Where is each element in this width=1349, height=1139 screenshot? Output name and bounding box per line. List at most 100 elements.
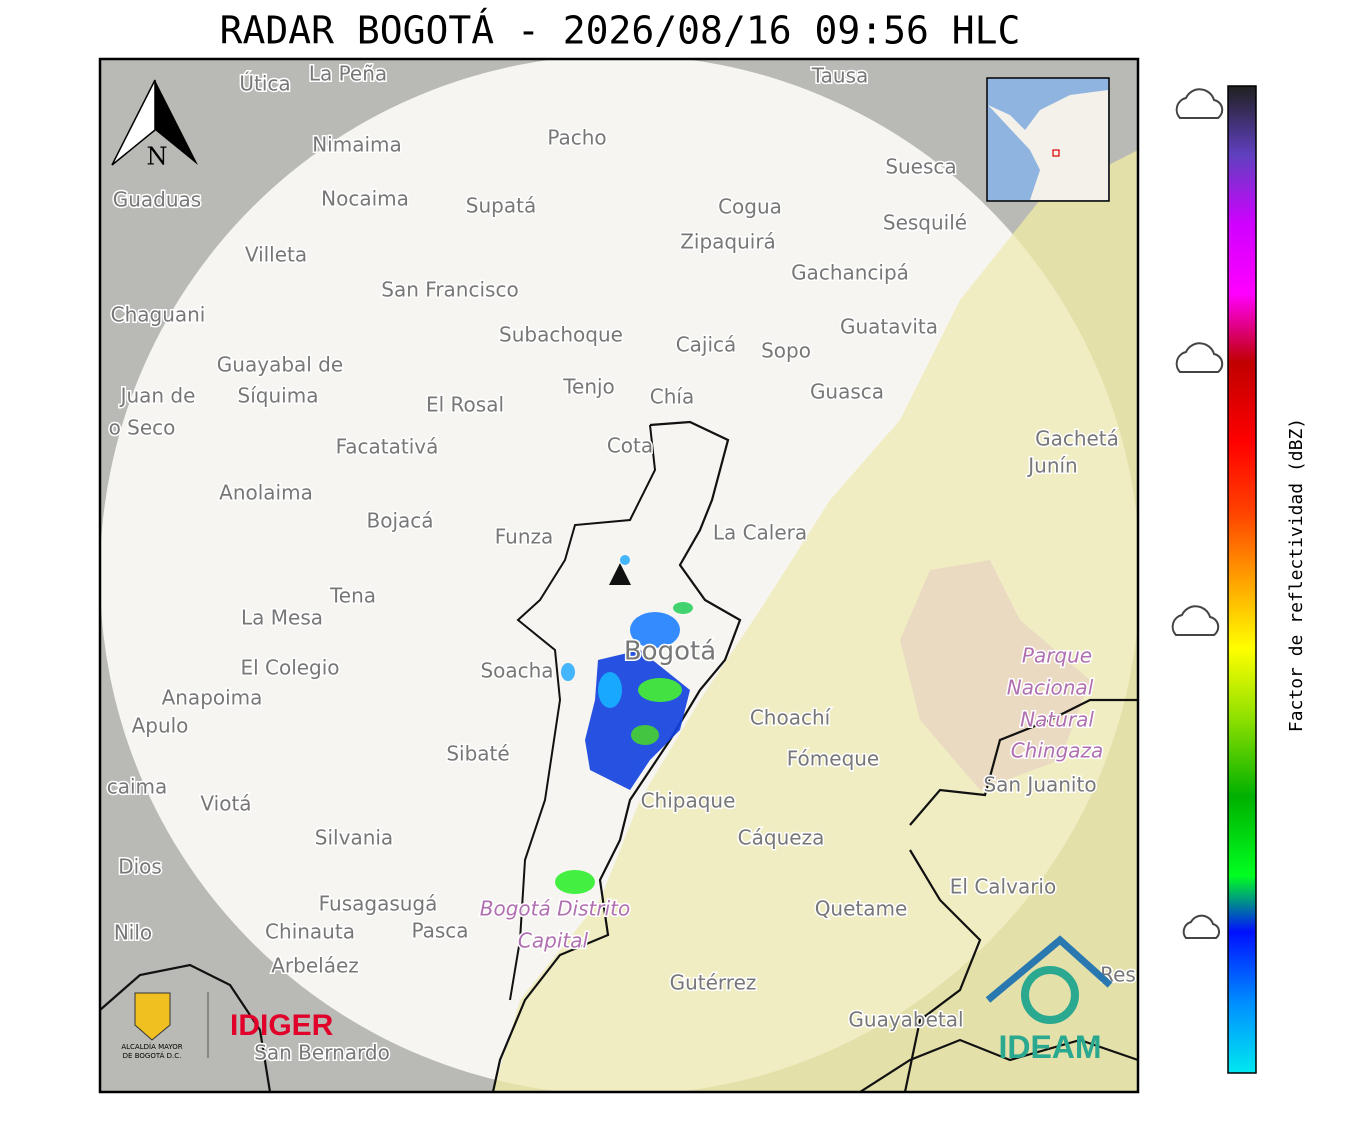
- place: Anolaima: [219, 481, 313, 505]
- park-label: Chingaza: [1011, 739, 1104, 763]
- place: Chinauta: [265, 920, 355, 944]
- place: Guatavita: [840, 315, 938, 339]
- department-boundary-sw: [100, 963, 272, 1092]
- place: El Colegio: [240, 656, 339, 680]
- colorbar-label: Factor de reflectividad (dBZ): [1286, 418, 1307, 732]
- cloud-icon: [1171, 605, 1220, 636]
- place: Síquima: [238, 384, 319, 408]
- echo: [631, 725, 659, 745]
- alcaldia-crest: [134, 992, 171, 1041]
- colorbar: [1227, 85, 1257, 1074]
- cloud-icon: [1175, 88, 1224, 119]
- inset-marker: [1052, 149, 1060, 157]
- place: San Bernardo: [254, 1041, 390, 1065]
- place: Pasca: [411, 919, 468, 943]
- radar-site: [609, 563, 631, 585]
- echo: [673, 602, 693, 614]
- place: Guasca: [810, 380, 884, 404]
- place: Bogotá: [624, 637, 716, 667]
- place: Gachancipá: [791, 261, 909, 285]
- place: Gachetá: [1035, 427, 1119, 451]
- park-label: Nacional: [1007, 676, 1094, 700]
- place: Soacha: [480, 659, 553, 683]
- place: Villeta: [245, 243, 307, 267]
- place: Guaduas: [113, 188, 201, 212]
- place: Útica: [239, 72, 290, 96]
- place: Arbeláez: [271, 954, 359, 978]
- place: o Seco: [109, 416, 176, 440]
- cloud-icon: [1175, 342, 1224, 373]
- department-boundary: [859, 698, 1138, 1092]
- district-boundary: [491, 420, 742, 1092]
- map: La Peña Útica Tausa Pacho Nimaima Suesca…: [100, 59, 1138, 1092]
- place: Viotá: [200, 792, 251, 816]
- place: Cáqueza: [738, 826, 825, 850]
- legend-icons: [1171, 88, 1224, 939]
- place: caima: [107, 775, 168, 799]
- place: Bojacá: [366, 509, 433, 533]
- echo: [620, 555, 630, 565]
- place: La Peña: [309, 62, 387, 86]
- place: Nocaima: [321, 187, 409, 211]
- echo: [598, 672, 622, 708]
- inset-land: [988, 90, 1108, 200]
- place: Subachoque: [499, 323, 623, 347]
- place: Cota: [607, 434, 653, 458]
- park-label: Bogotá Distrito: [480, 897, 630, 921]
- echo: [638, 678, 682, 702]
- place: Sesquilé: [883, 211, 967, 235]
- place: Quetame: [815, 897, 908, 921]
- place: Cogua: [718, 195, 782, 219]
- place: La Calera: [713, 521, 807, 545]
- place: Facatativá: [336, 435, 439, 459]
- place: El Rosal: [426, 393, 504, 417]
- place: Gutérrez: [670, 971, 757, 995]
- place: Juan de: [119, 384, 196, 408]
- place: Tena: [329, 584, 376, 608]
- idiger-logo: IDIGER: [230, 1009, 334, 1042]
- place: Fómeque: [787, 747, 880, 771]
- place: Fusagasugá: [319, 892, 438, 916]
- echo: [561, 663, 575, 681]
- place: Suesca: [885, 155, 956, 179]
- park-label: Natural: [1020, 708, 1094, 732]
- place: Funza: [495, 525, 554, 549]
- place: Supatá: [466, 194, 536, 218]
- place-labels: La Peña Útica Tausa Pacho Nimaima Suesca…: [105, 60, 1137, 1066]
- place: San Francisco: [381, 278, 518, 302]
- place: El Calvario: [950, 875, 1056, 899]
- echo: [630, 612, 680, 648]
- north-arrow: [155, 80, 198, 165]
- place: Guayabetal: [848, 1008, 963, 1032]
- place: Tausa: [811, 64, 869, 88]
- place: Zipaquirá: [680, 230, 776, 254]
- park-label: Parque: [1022, 644, 1092, 668]
- echo: [555, 870, 595, 894]
- place: Sopo: [761, 339, 811, 363]
- north-label: N: [147, 143, 168, 171]
- park-label: Capital: [518, 929, 589, 953]
- ideam-roof: [985, 935, 1113, 1003]
- cloud-icon: [1182, 914, 1220, 939]
- alcaldia-text: ALCALDÍA MAYOR: [121, 1042, 182, 1051]
- place: Chaguani: [111, 303, 206, 327]
- place: La Mesa: [241, 606, 323, 630]
- place: San Juanito: [983, 773, 1096, 797]
- place: Dios: [118, 855, 162, 879]
- place: Choachí: [750, 706, 832, 730]
- alcaldia-text: DE BOGOTÁ D.C.: [123, 1051, 182, 1060]
- place: Silvania: [315, 826, 393, 850]
- place: Anapoima: [162, 686, 263, 710]
- place: Tenjo: [562, 375, 615, 399]
- title: RADAR BOGOTÁ - 2026/08/16 09:56 HLC: [220, 9, 1021, 53]
- place: Nimaima: [312, 133, 402, 157]
- place: Sibaté: [446, 742, 509, 766]
- map-frame: [98, 57, 1140, 1094]
- place: Guayabal de: [217, 353, 343, 377]
- place: Nilo: [114, 921, 152, 945]
- ideam-logo: IDEAM: [998, 1029, 1101, 1065]
- place: Junín: [1026, 454, 1077, 478]
- park-area: [900, 560, 1090, 790]
- ideam-swirl: [1021, 966, 1079, 1024]
